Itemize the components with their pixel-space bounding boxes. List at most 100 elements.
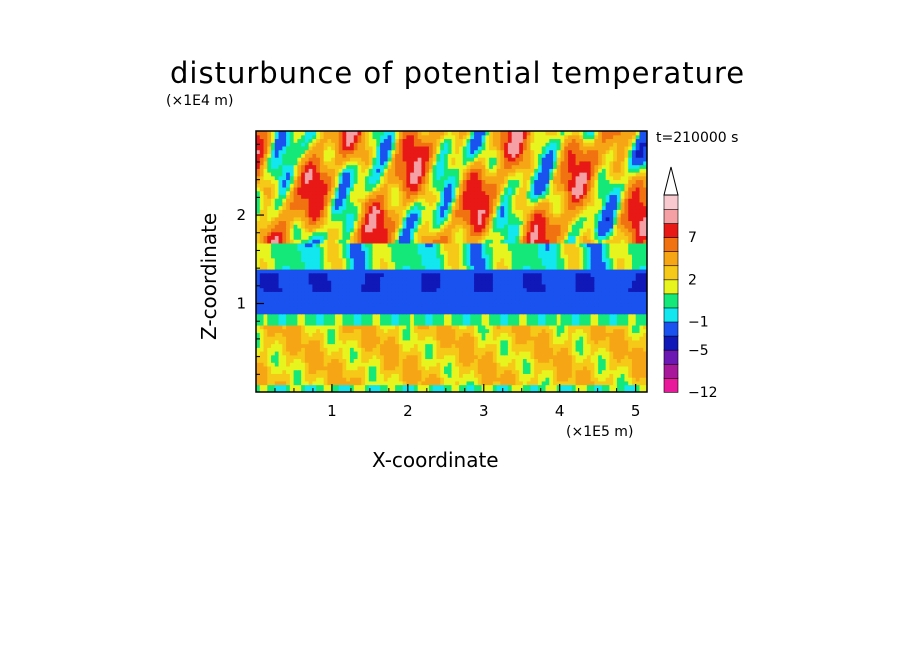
field-cell <box>312 377 317 382</box>
field-cell <box>583 265 588 270</box>
field-cell <box>620 276 626 281</box>
field-cell <box>406 257 411 263</box>
field-cell <box>372 388 377 392</box>
field-cell <box>601 306 607 311</box>
field-cell <box>500 309 505 315</box>
field-cell <box>616 328 622 333</box>
field-cell <box>635 250 641 255</box>
field-cell <box>451 280 456 285</box>
field-cell <box>579 328 584 333</box>
field-cell <box>522 287 528 292</box>
field-cell <box>583 313 588 319</box>
field-cell <box>338 242 344 248</box>
field-cell <box>553 373 558 378</box>
field-cell <box>545 328 550 333</box>
field-cell <box>553 354 558 360</box>
field-cell <box>301 276 306 281</box>
field-cell <box>271 373 276 378</box>
field-cell <box>436 231 441 236</box>
field-cell <box>383 343 389 348</box>
field-cell <box>413 365 419 371</box>
field-cell <box>601 298 607 304</box>
field-cell <box>353 369 359 374</box>
field-cell <box>537 362 543 367</box>
field-cell <box>620 388 626 392</box>
field-cell <box>568 380 573 386</box>
field-cell <box>353 365 359 371</box>
field-cell <box>466 388 471 392</box>
field-cell <box>413 317 419 322</box>
field-cell <box>534 283 539 289</box>
field-cell <box>417 324 423 330</box>
field-cell <box>590 239 595 244</box>
field-cell <box>455 358 460 363</box>
field-cell <box>601 336 607 341</box>
field-cell <box>421 306 426 311</box>
field-cell <box>534 287 539 292</box>
field-cell <box>428 250 434 255</box>
field-cell <box>342 324 347 330</box>
field-cell <box>522 298 528 304</box>
field-cell <box>271 254 276 259</box>
field-cell <box>308 373 313 378</box>
field-cell <box>553 295 558 300</box>
field-cell <box>571 295 577 300</box>
field-cell <box>639 302 644 307</box>
field-cell <box>635 287 641 292</box>
field-cell <box>624 336 629 341</box>
field-cell <box>289 295 295 300</box>
field-cell <box>259 246 265 251</box>
field-cell <box>519 276 524 281</box>
field-cell <box>395 242 400 248</box>
field-cell <box>263 306 268 311</box>
field-cell <box>421 350 426 356</box>
field-cell <box>353 317 359 322</box>
field-cell <box>556 317 562 322</box>
field-cell <box>365 309 370 315</box>
field-cell <box>616 257 622 263</box>
field-cell <box>545 298 550 304</box>
field-cell <box>631 242 637 248</box>
field-cell <box>609 350 614 356</box>
field-cell <box>289 216 295 222</box>
field-cell <box>628 339 633 345</box>
field-cell <box>447 339 453 345</box>
field-cell <box>609 268 614 274</box>
field-cell <box>316 231 321 236</box>
field-cell <box>432 246 438 251</box>
field-cell <box>349 220 355 225</box>
field-cell <box>342 268 347 274</box>
field-cell <box>451 250 456 255</box>
field-cell <box>432 365 438 371</box>
field-cell <box>259 328 265 333</box>
field-cell <box>398 242 404 248</box>
field-cell <box>534 216 539 222</box>
field-cell <box>489 216 494 222</box>
field-cell <box>353 362 359 367</box>
field-cell <box>331 276 336 281</box>
field-cell <box>564 373 569 378</box>
field-cell <box>259 283 265 289</box>
field-cell <box>541 317 547 322</box>
field-cell <box>334 220 340 225</box>
field-cell <box>556 291 562 296</box>
field-cell <box>481 265 486 270</box>
field-cell <box>259 339 265 345</box>
field-cell <box>402 377 407 382</box>
field-cell <box>428 343 434 348</box>
field-cell <box>522 358 528 363</box>
field-cell <box>605 350 610 356</box>
field-cell <box>376 239 381 244</box>
field-cell <box>643 246 647 251</box>
field-cell <box>263 328 268 333</box>
field-cell <box>594 213 599 218</box>
field-cell <box>522 235 528 240</box>
field-cell <box>571 306 577 311</box>
field-cell <box>346 280 351 285</box>
field-cell <box>274 309 280 315</box>
field-cell <box>553 254 558 259</box>
field-cell <box>507 242 513 248</box>
field-cell <box>387 265 392 270</box>
field-cell <box>504 347 509 352</box>
field-cell <box>338 283 344 289</box>
